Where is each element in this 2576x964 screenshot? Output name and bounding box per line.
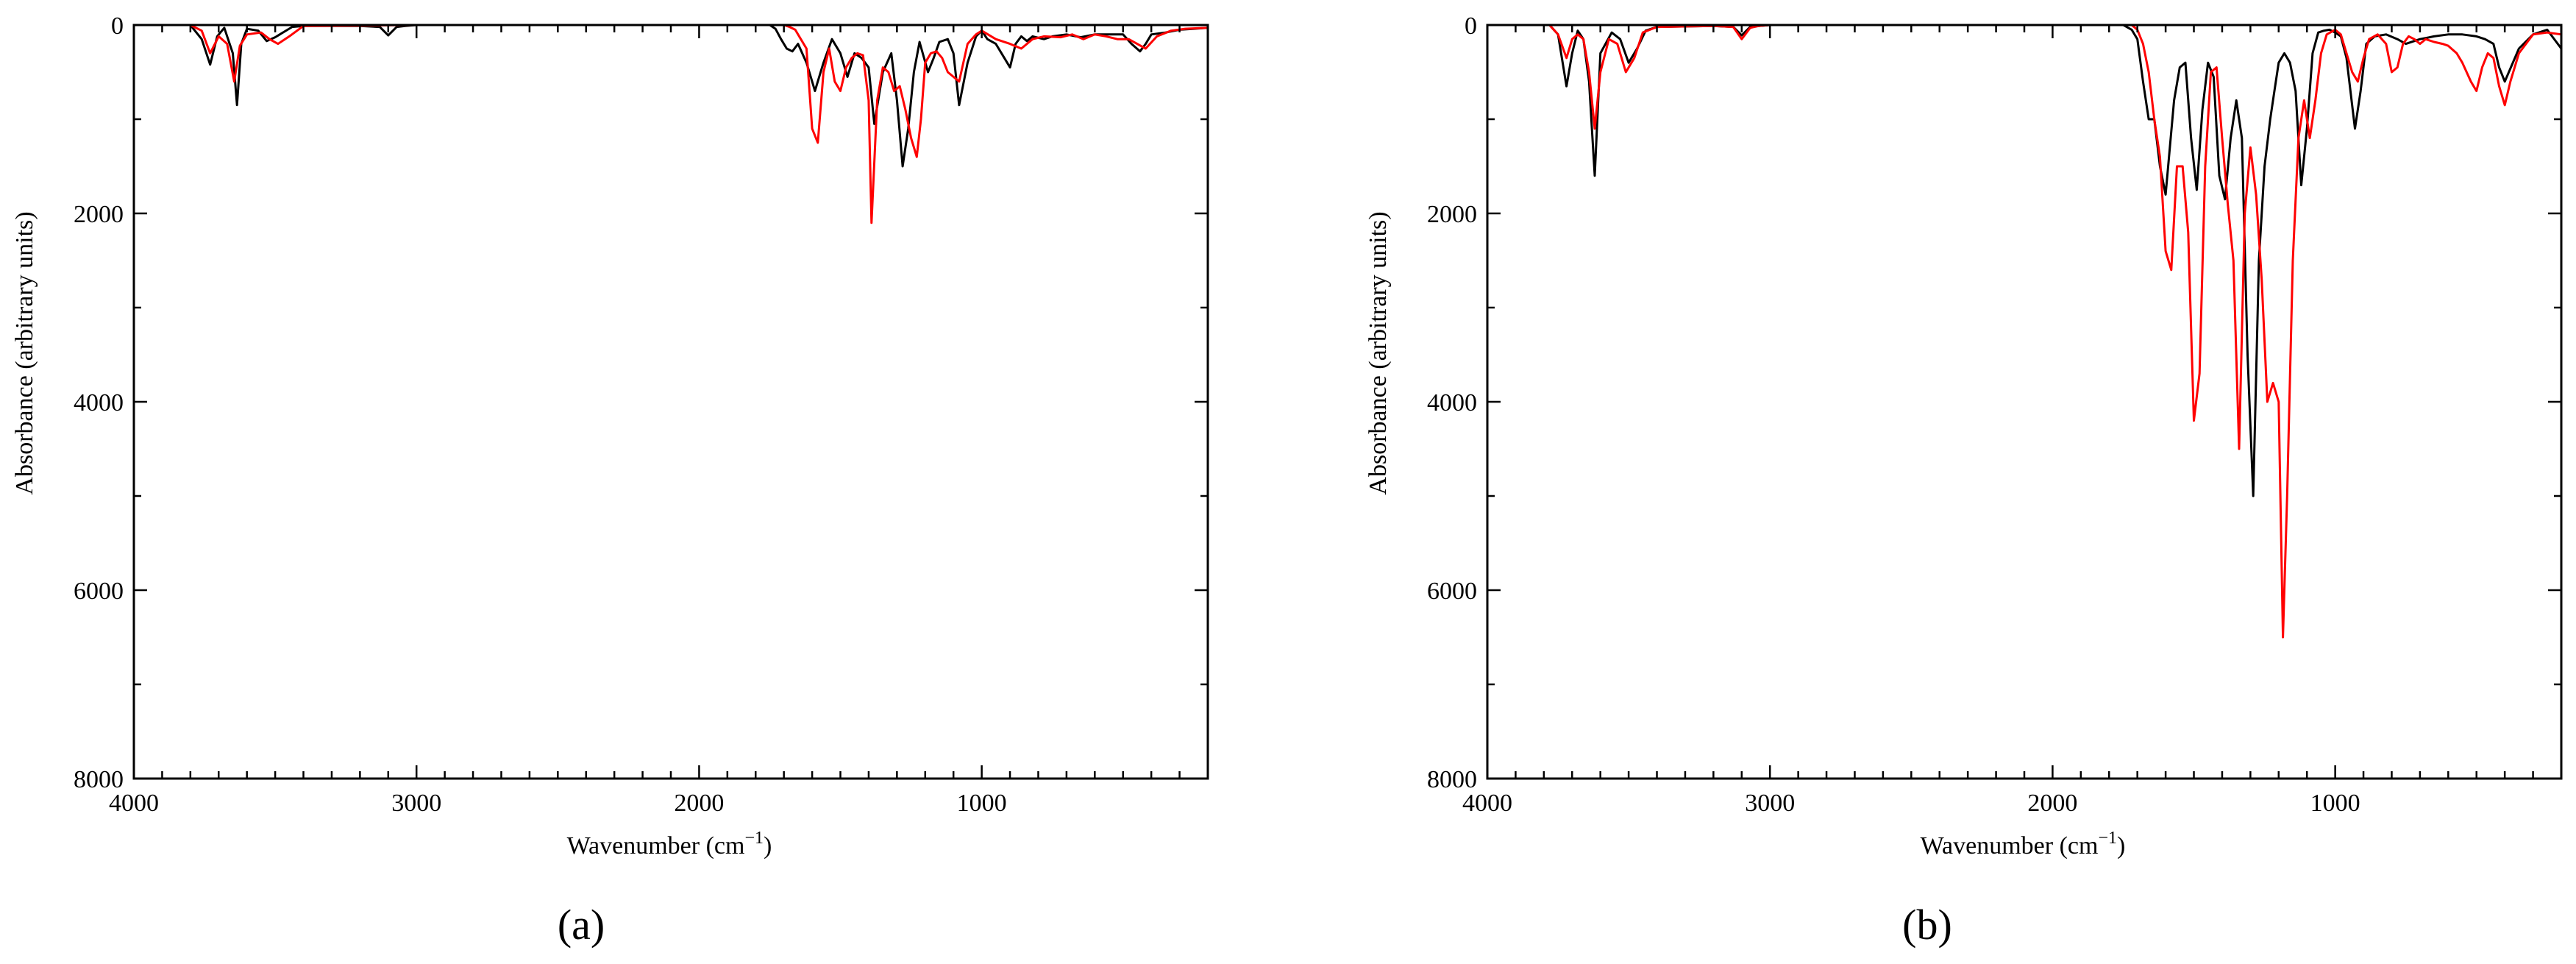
x-tick-label-b: 3000 [1745, 790, 1795, 817]
x-axis-label-close-a: ) [764, 832, 772, 860]
x-tick-label-a: 1000 [957, 790, 1007, 817]
series-line-red-a [134, 25, 1208, 224]
chart-panel-a: 4000 3000 2000 1000 0 2000 4000 6000 8000 Absorb… [11, 13, 1209, 949]
chart-panel-b: 4000 3000 2000 1000 0 2000 4000 6000 8000 Absorb… [1365, 13, 2563, 949]
y-tick-label-a: 8000 [74, 766, 124, 793]
x-axis-label-a: Wavenumber (cm−1) [567, 829, 772, 860]
y-tick-label-b: 8000 [1427, 766, 1477, 793]
x-axis-label-sup-a: −1 [744, 829, 764, 848]
x-axis-label-text-b: Wavenumber (cm [1921, 832, 2099, 860]
x-tick-label-b: 2000 [2027, 790, 2077, 817]
y-tick-label-a: 2000 [74, 201, 124, 228]
x-tick-label-a: 2000 [674, 790, 724, 817]
panel-label-b: (b) [1902, 901, 1952, 949]
y-tick-label-b: 2000 [1427, 201, 1477, 228]
x-tick-label-b: 4000 [1462, 790, 1512, 817]
y-tick-label-a: 6000 [74, 578, 124, 605]
x-axis-label-b: Wavenumber (cm−1) [1921, 829, 2126, 860]
panel-label-a: (a) [558, 901, 605, 949]
plot-area-a: 4000 3000 2000 1000 0 2000 4000 6000 8000 [74, 13, 1209, 817]
plot-area-b: 4000 3000 2000 1000 0 2000 4000 6000 8000 [1427, 13, 2563, 817]
x-axis-label-text-a: Wavenumber (cm [567, 832, 745, 860]
x-tick-label-a: 3000 [391, 790, 441, 817]
y-axis-label-a: Absorbance (arbitrary units) [11, 211, 38, 495]
x-tick-label-b: 1000 [2310, 790, 2360, 817]
y-tick-label-b: 4000 [1427, 389, 1477, 417]
x-tick-label-a: 4000 [109, 790, 159, 817]
x-axis-label-close-b: ) [2117, 832, 2125, 860]
y-tick-label-a: 0 [111, 13, 124, 40]
y-tick-label-a: 4000 [74, 389, 124, 417]
y-tick-label-b: 6000 [1427, 578, 1477, 605]
y-tick-label-b: 0 [1465, 13, 1477, 40]
x-axis-label-sup-b: −1 [2098, 829, 2117, 848]
y-axis-label-b: Absorbance (arbitrary units) [1365, 211, 1392, 495]
